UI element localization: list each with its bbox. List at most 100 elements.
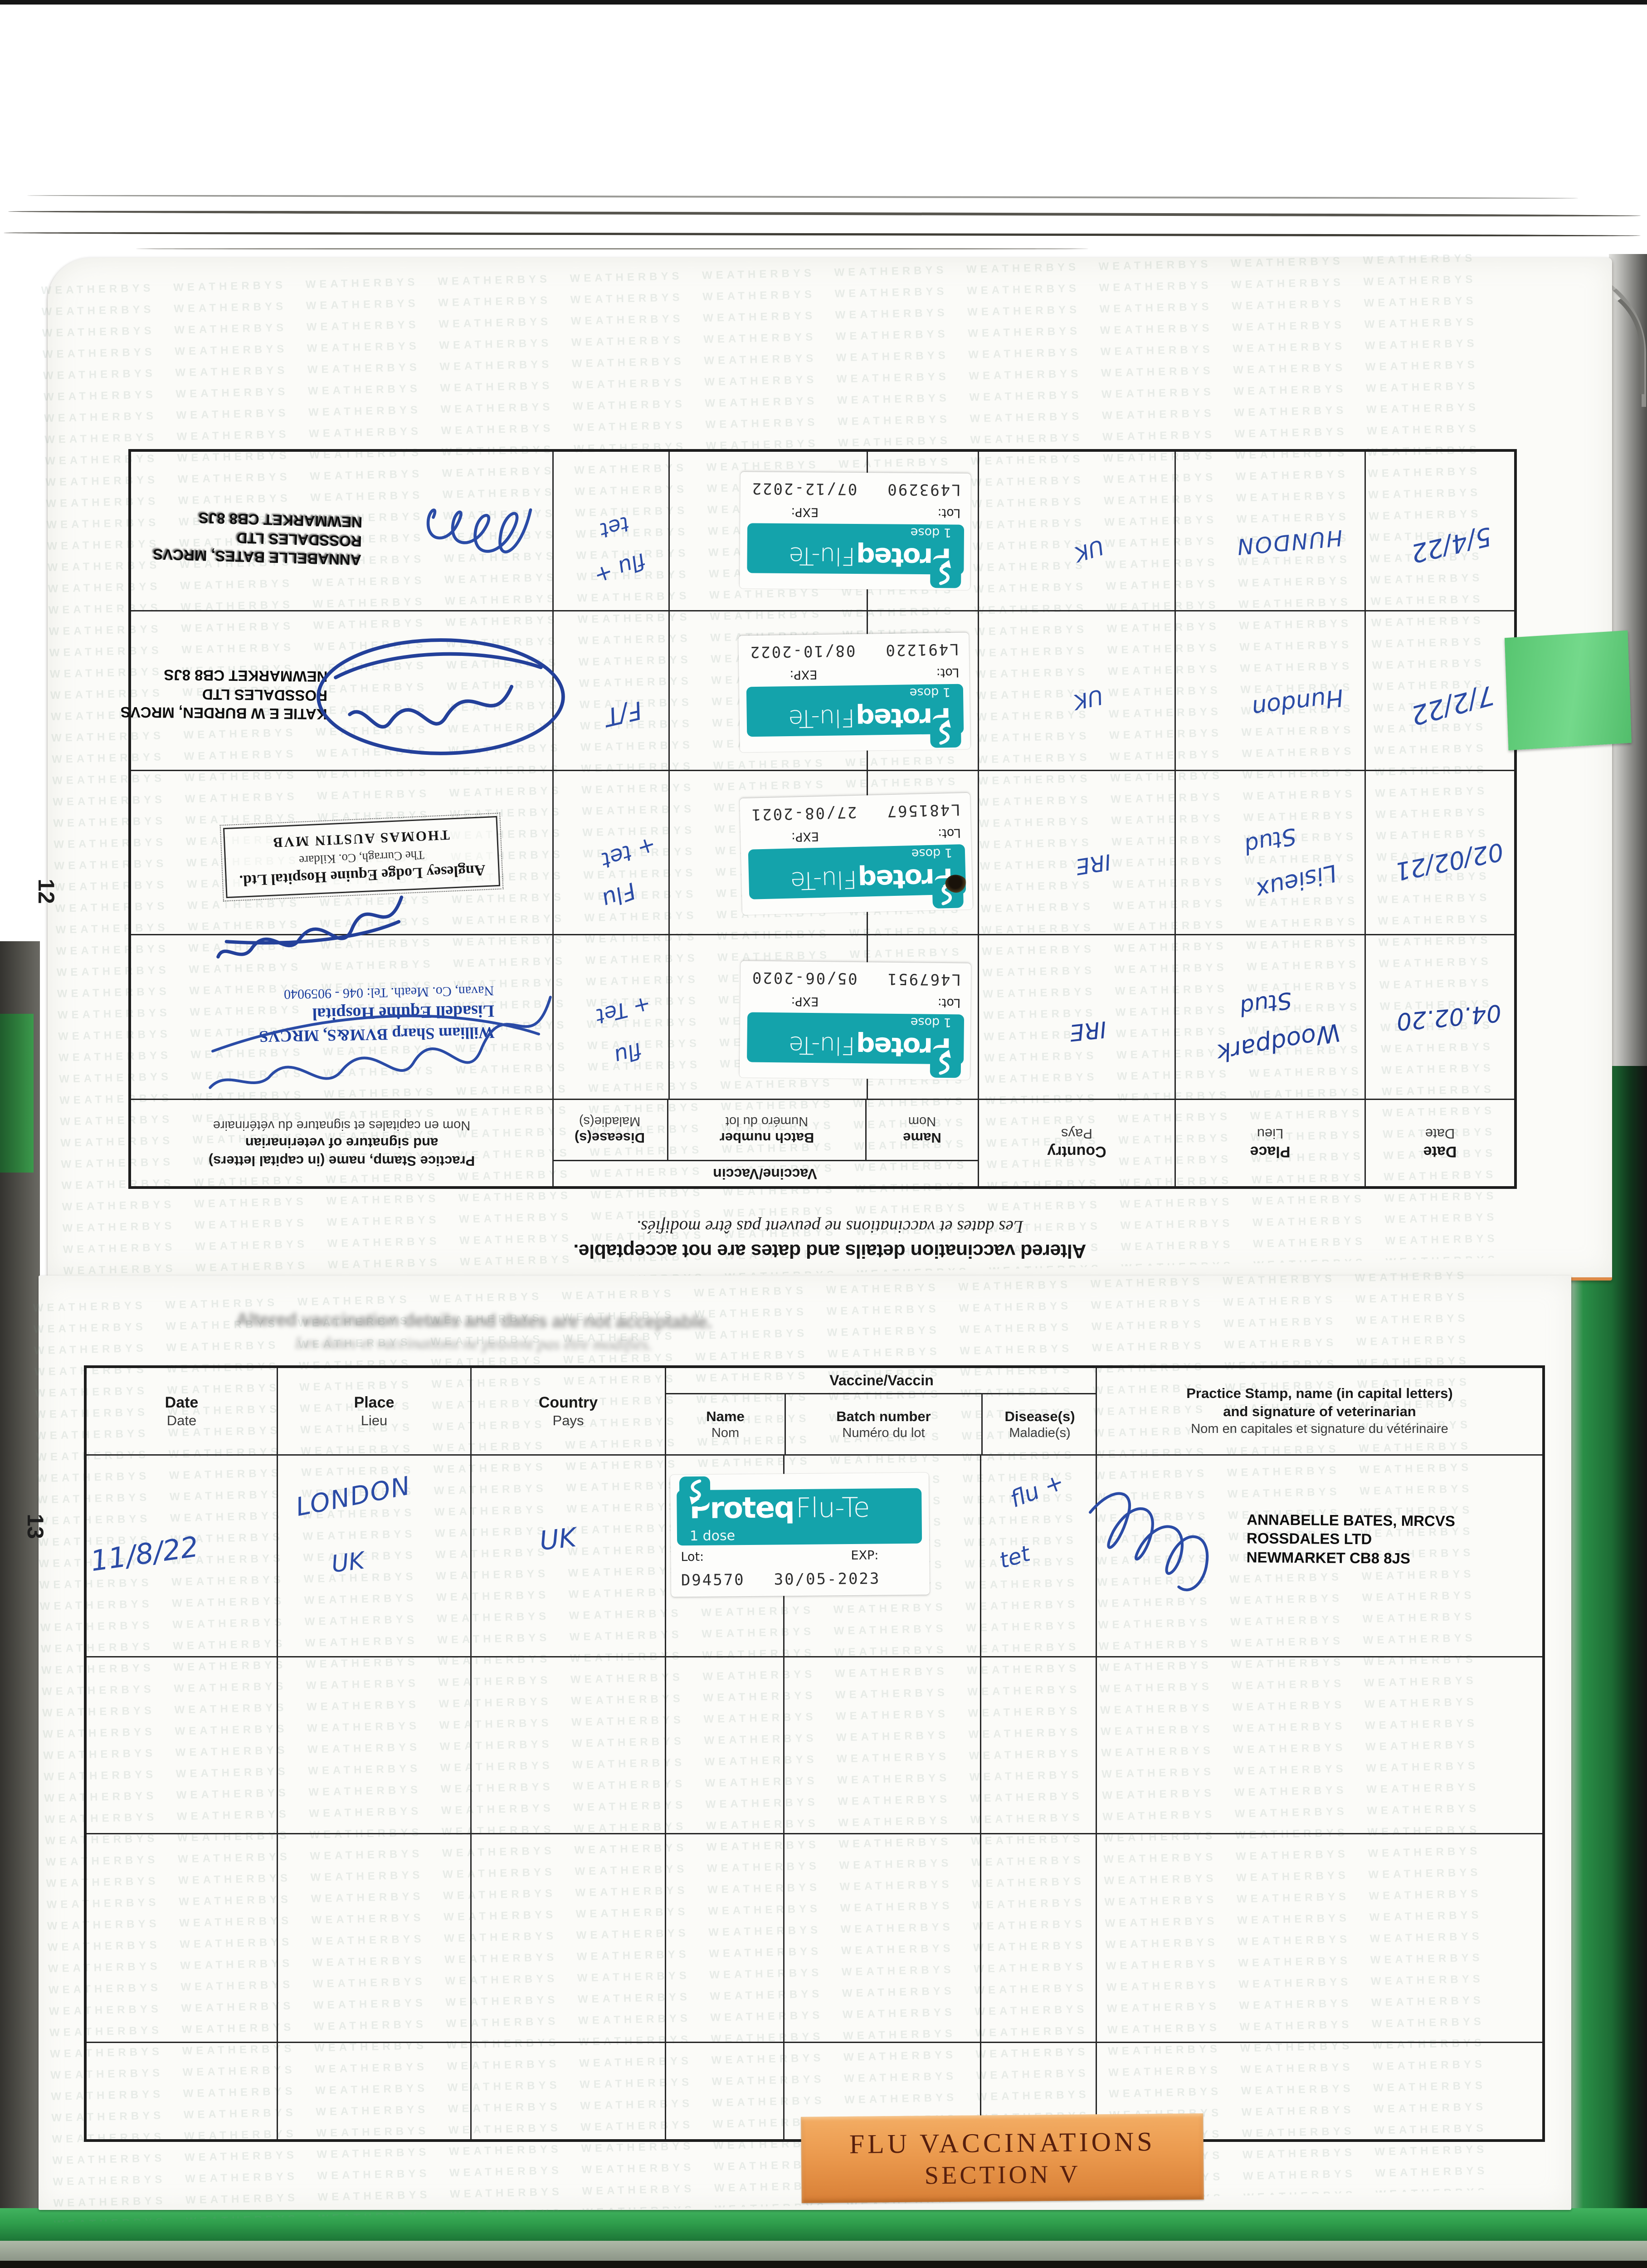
show-through-notice: Altered vaccination details and dates ar…	[236, 1310, 712, 1354]
sticker-dose: 1 dose	[909, 685, 951, 700]
sticker-dose: 1 dose	[689, 1527, 736, 1544]
lot-number: L467951	[886, 969, 961, 989]
handwritten-date: 02/02/21	[1392, 837, 1506, 886]
handwritten-place: HUNDON	[1235, 524, 1344, 560]
banner-title: FLU VACCINATIONS	[849, 2126, 1155, 2159]
lot-number: L481567	[885, 800, 961, 821]
handwritten-disease: F/T	[602, 695, 645, 732]
sticker-band: Proteq Flu-Te 1 dose	[746, 684, 964, 748]
syringe-arrow-icon	[930, 1047, 961, 1078]
lot-number: D94570	[681, 1571, 745, 1590]
vaccine-sticker: Proteq Flu-Te 1 dose Lot: EXP: D94570 30…	[670, 1472, 930, 1597]
header-stamp: Practice Stamp, name (in capital letters…	[131, 1100, 554, 1186]
syringe-arrow-icon	[679, 1476, 711, 1507]
exp-date: 30/05-2023	[774, 1569, 881, 1589]
cell-batch	[783, 1656, 980, 1833]
practice-stamp: KATIE E W BURDEN, MRCVS ROSSDALES LTD NE…	[120, 667, 328, 723]
cell-stamp	[1096, 1833, 1542, 2042]
signature-william-sharp	[209, 996, 552, 1089]
vaccination-table-page12: Date Date Place Lieu Country Pays Vaccin…	[120, 449, 1517, 1189]
sticker-brand-suffix: Flu-Te	[795, 1491, 870, 1524]
cell-date: 02/02/21	[1366, 771, 1514, 935]
handwritten-country: IRE	[1074, 849, 1113, 880]
cell-disease	[980, 2042, 1096, 2139]
cell-date: 5/4/22	[1366, 452, 1514, 611]
handwritten-disease: flu	[611, 1037, 645, 1070]
cell-place	[277, 1656, 470, 1833]
cell-vaccine-name: Proteq Flu-Te 1 dose Lot: EXP: L493290 0…	[740, 452, 979, 611]
cell-batch	[783, 2042, 980, 2139]
page12-rotated-content: Altered vaccination details and dates ar…	[48, 258, 1612, 1277]
cell-country: IRE	[979, 771, 1176, 935]
syringe-arrow-icon	[930, 717, 961, 748]
cell-country: UK	[979, 452, 1176, 611]
handwritten-date: 7/2/22	[1408, 679, 1498, 732]
cell-disease: Flu + tet	[554, 771, 670, 935]
sticker-dose: 1 dose	[911, 846, 953, 861]
sticker-band: Proteq Flu-Te 1 dose	[747, 1012, 965, 1078]
passport-page-12: WEATHERBYS WEATHERBYS WEATHERBYS WEATHER…	[41, 252, 1612, 1290]
sticky-note-tab	[1504, 630, 1632, 751]
handwritten-disease: Flu	[598, 877, 639, 914]
header-country: Country Pays	[979, 1100, 1176, 1186]
header-batch: Batch number Numéro du lot	[668, 1100, 867, 1160]
cell-vaccine-name	[665, 2042, 783, 2139]
header-vaccine-subrow: Name Nom Batch number Numéro du lot Dise…	[552, 1100, 978, 1160]
cell-place: Lisieux Stud	[1176, 771, 1366, 935]
sticker-band: Proteq Flu-Te 1 dose	[747, 523, 965, 588]
header-place: Place Lieu	[277, 1368, 470, 1454]
cell-place: Hundon	[1176, 611, 1366, 771]
cell-country	[470, 2042, 665, 2139]
header-date: Date Date	[1423, 1126, 1457, 1161]
cell-date	[87, 2042, 277, 2139]
header-vaccine: Vaccine/Vaccin	[552, 1160, 978, 1186]
notice-french: Les dates et vaccinations ne peuvent pas…	[636, 1217, 1023, 1237]
page-edge-streak	[8, 210, 1641, 217]
cell-vaccine-name	[665, 1656, 783, 1833]
signature-katie-burden	[317, 638, 565, 755]
vaccine-sticker: Proteq Flu-Te 1 dose Lot: EXP: L491220 0…	[738, 632, 970, 753]
cell-stamp	[1096, 1656, 1542, 1833]
cell-stamp: William Sharp BVM&S, MRCVS Lisadell Equi…	[131, 935, 554, 1100]
altered-details-notice: Altered vaccination details and dates ar…	[48, 1217, 1612, 1262]
handwritten-date: 11/8/22	[88, 1530, 200, 1578]
binder-green-left	[0, 1014, 34, 1173]
sticker-band: Proteq Flu-Te 1 dose	[748, 844, 966, 909]
lot-label: Lot:	[937, 826, 961, 841]
page-number-13: 13	[22, 1514, 48, 1539]
practice-stamp: ANNABELLE BATES, MRCVS ROSSDALES LTD NEW…	[1246, 1511, 1455, 1567]
cell-place: HUNDON	[1176, 452, 1366, 611]
handwritten-disease: tet	[996, 1540, 1033, 1574]
vaccine-sticker: Proteq Flu-Te 1 dose Lot: EXP: L481567 2…	[739, 792, 973, 915]
lot-label: Lot:	[937, 995, 961, 1010]
vaccine-sticker: Proteq Flu-Te 1 dose Lot: EXP: L467951 0…	[739, 961, 971, 1080]
header-disease: Disease(s) Maladie(s)	[981, 1394, 1097, 1454]
cell-disease: flu + tet	[554, 452, 670, 611]
handwritten-place: UK	[330, 1547, 366, 1579]
exp-date: 05/06-2020	[750, 968, 858, 988]
cell-vaccine-name: Proteq Flu-Te 1 dose Lot: EXP: L491220 0…	[738, 611, 979, 771]
handwritten-country: UK	[1072, 684, 1105, 715]
header-name: Name Nom	[903, 1114, 941, 1146]
cell-place	[277, 1833, 470, 2042]
cell-country: UK	[979, 611, 1176, 771]
handwritten-place: Lisieux	[1253, 859, 1340, 904]
cell-place: Woodpark Stud	[1176, 935, 1366, 1100]
cell-country: IRE	[979, 935, 1176, 1100]
cell-date: 7/2/22	[1366, 611, 1514, 771]
exp-label: EXP:	[791, 829, 819, 844]
page-number-12: 12	[33, 879, 59, 904]
lot-label: Lot:	[936, 665, 960, 680]
handwritten-date: 5/4/22	[1408, 521, 1495, 568]
cell-vaccine-name: Proteq Flu-Te 1 dose Lot: EXP: L481567 2…	[739, 771, 979, 935]
handwritten-place: Hundon	[1250, 683, 1345, 722]
cell-disease	[980, 1833, 1096, 2042]
cell-stamp	[1096, 2042, 1542, 2139]
vaccination-table-page13: Date Date Place Lieu Country Pays Vaccin…	[84, 1365, 1545, 2142]
scan-top-edge	[0, 0, 1647, 5]
cell-place: LONDON UK	[277, 1454, 470, 1656]
scan-bottom-edge	[0, 2261, 1647, 2268]
cell-date: 11/8/22	[87, 1454, 277, 1656]
handwritten-place: Stud	[1238, 987, 1294, 1021]
handwritten-place: LONDON	[293, 1471, 414, 1522]
